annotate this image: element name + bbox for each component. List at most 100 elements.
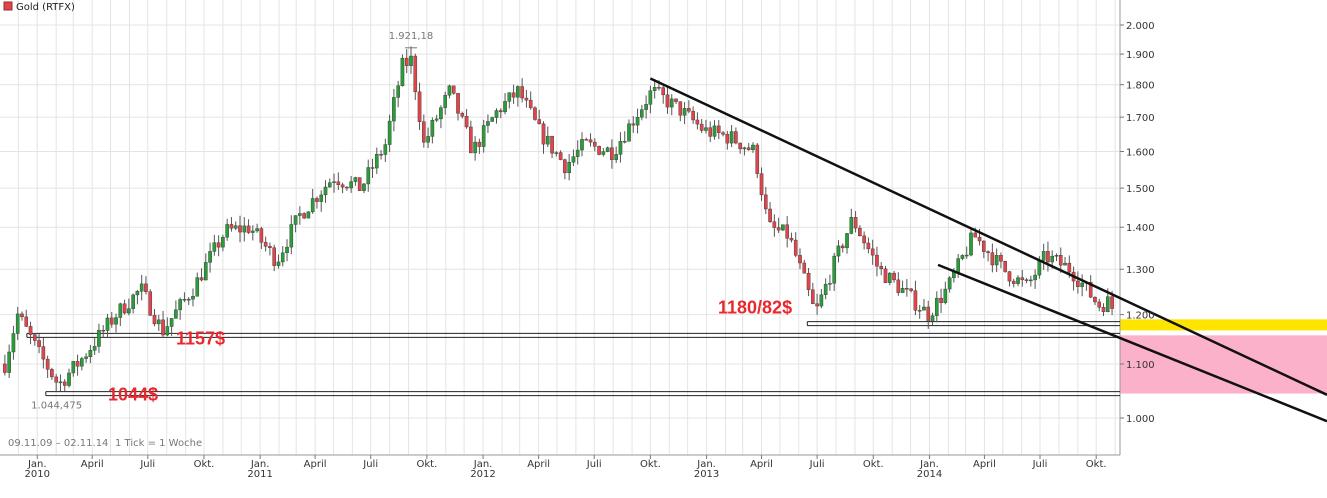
candle-body-187 <box>802 262 807 274</box>
chart-info: 09.11.09 – 02.11.14 1 Tick = 1 Woche <box>8 438 202 449</box>
candle-body-126 <box>541 123 546 145</box>
candle-body-41 <box>178 299 182 311</box>
candle-body-44 <box>191 296 195 300</box>
candle-body-128 <box>550 135 554 154</box>
candle-body-86 <box>370 167 375 169</box>
candle-body-164 <box>704 127 708 131</box>
candle-body-147 <box>631 123 636 126</box>
candle-body-170 <box>729 131 734 144</box>
annotation-label-0: 1157$ <box>176 328 225 348</box>
candle-body-159 <box>682 108 687 116</box>
candle-body-112 <box>481 125 486 147</box>
candle-body-162 <box>695 119 700 125</box>
candle-body-167 <box>716 125 721 133</box>
candle-body-123 <box>528 99 533 109</box>
candle-body-212 <box>909 288 913 291</box>
y-tick-label-2: 1.200 <box>1126 311 1155 322</box>
candle-body-63 <box>272 247 276 266</box>
price-zones <box>1120 319 1327 394</box>
candle-body-157 <box>674 98 678 102</box>
candle-body-183 <box>785 224 789 239</box>
candle-body-118 <box>507 92 512 102</box>
candle-body-74 <box>319 194 324 202</box>
trend-line-lower <box>937 263 1327 423</box>
candle-body-160 <box>687 108 691 112</box>
y-tick-label-1: 1.100 <box>1126 360 1155 371</box>
x-tick-label-0: Jan. <box>27 459 47 470</box>
candle-body-25 <box>109 317 114 325</box>
candle-body-65 <box>280 252 285 263</box>
candle-body-3 <box>15 313 20 334</box>
candle-body-156 <box>669 98 674 108</box>
candle-body-108 <box>464 116 469 128</box>
tick-info-label: 1 Tick = 1 Woche <box>115 438 202 449</box>
candle-body-119 <box>511 92 516 98</box>
candle-body-255 <box>1093 296 1097 303</box>
candle-body-201 <box>862 235 866 244</box>
candle-body-83 <box>357 177 362 191</box>
candle-body-107 <box>460 113 465 117</box>
x-tick-label-2: Juli <box>139 459 155 470</box>
candle-body-192 <box>823 283 828 295</box>
candle-body-174 <box>746 147 751 151</box>
candle-body-193 <box>828 283 832 285</box>
candle-body-98 <box>422 121 426 143</box>
candle-body-252 <box>1080 282 1084 287</box>
candle-body-210 <box>900 288 905 293</box>
candle-body-246 <box>1054 255 1059 257</box>
candle-body-14 <box>62 381 67 386</box>
candle-body-87 <box>374 154 379 169</box>
candle-body-238 <box>1020 277 1025 280</box>
candle-body-178 <box>764 194 768 210</box>
candle-body-153 <box>657 87 661 89</box>
candle-body-43 <box>186 298 191 301</box>
x-tick-label-5: April <box>304 459 327 470</box>
date-range-label: 09.11.09 – 02.11.14 <box>8 438 108 449</box>
candle-body-229 <box>982 240 986 252</box>
candle-body-247 <box>1058 255 1063 266</box>
x-tick-label-13: April <box>750 459 773 470</box>
candle-body-172 <box>738 142 742 150</box>
x-tick-label-19: Okt. <box>1086 459 1107 470</box>
candle-body-38 <box>165 326 170 336</box>
candle-body-72 <box>310 198 315 213</box>
candle-body-116 <box>498 110 503 113</box>
candle-body-240 <box>1029 279 1033 282</box>
candle-body-4 <box>20 313 24 318</box>
candle-body-165 <box>708 127 713 137</box>
candle-body-217 <box>930 315 935 322</box>
candle-body-219 <box>939 297 943 303</box>
candle-body-130 <box>558 152 563 160</box>
candle-body-135 <box>580 139 584 151</box>
candle-body-257 <box>1101 307 1106 312</box>
candle-body-213 <box>913 290 918 311</box>
candle-body-180 <box>772 221 777 228</box>
candle-body-59 <box>255 228 259 232</box>
candle-body-22 <box>97 329 101 347</box>
candle-body-218 <box>934 297 939 316</box>
candle-body-15 <box>67 372 71 386</box>
x-tick-label-1: April <box>81 459 104 470</box>
candle-body-0 <box>3 363 7 373</box>
candle-body-50 <box>216 242 221 248</box>
candle-body-182 <box>781 224 785 231</box>
annotations: 1157$ 1044$ 1180/82$ 1.921,18 1.044,475 <box>31 31 792 412</box>
candle-body-211 <box>905 288 909 290</box>
candle-body-16 <box>71 361 76 374</box>
candle-body-230 <box>986 251 990 253</box>
candle-body-101 <box>434 118 439 121</box>
candle-body-103 <box>443 94 447 108</box>
candle-body-30 <box>131 294 135 309</box>
candle-body-223 <box>956 258 960 273</box>
candle-body-146 <box>627 123 631 142</box>
candle-body-40 <box>174 309 178 319</box>
x-tick-label-15: Okt. <box>863 459 884 470</box>
candle-body-216 <box>926 306 931 322</box>
candle-body-47 <box>204 262 208 281</box>
candle-body-184 <box>789 237 794 241</box>
annotation-label-1: 1044$ <box>108 385 158 405</box>
extreme-low-label: 1.044,475 <box>31 400 82 411</box>
candle-body-12 <box>54 376 58 383</box>
candle-body-190 <box>815 303 819 307</box>
candle-body-206 <box>883 268 888 283</box>
